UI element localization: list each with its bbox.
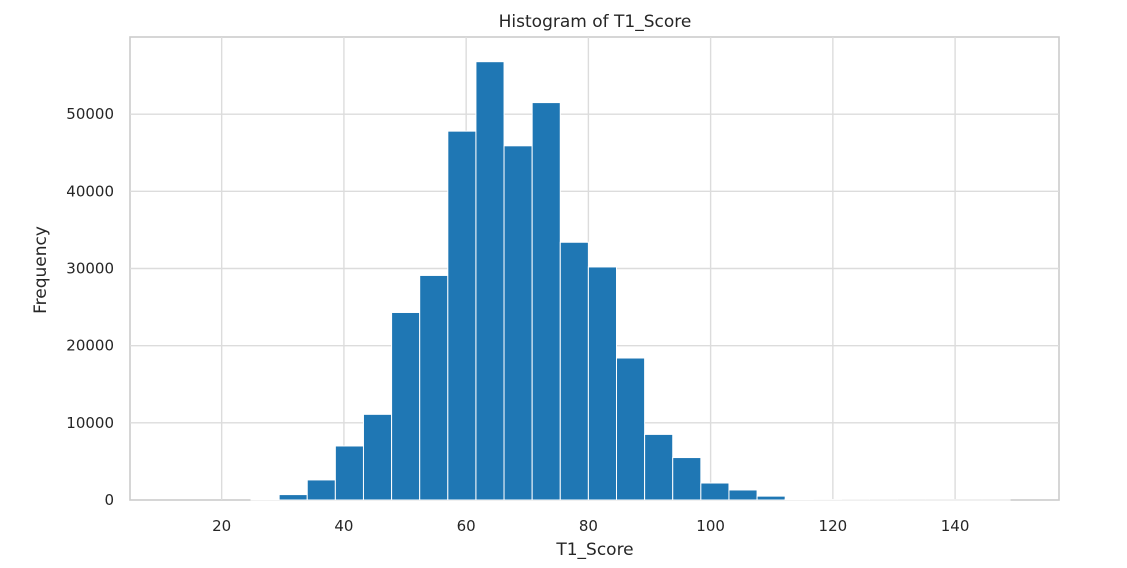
histogram-bar <box>334 445 364 501</box>
x-tick-label: 80 <box>579 517 598 535</box>
chart-title: Histogram of T1_Score <box>499 12 692 32</box>
histogram-bar <box>672 457 702 501</box>
y-tick-label: 40000 <box>66 182 114 200</box>
histogram-bar <box>362 413 393 501</box>
histogram-bar <box>503 145 533 501</box>
histogram-bar <box>475 61 505 501</box>
histogram-bar <box>531 102 561 501</box>
histogram-bar <box>278 494 308 501</box>
y-tick-label: 30000 <box>66 260 114 278</box>
x-axis-label: T1_Score <box>555 540 633 560</box>
x-tick-label: 140 <box>941 517 970 535</box>
x-tick-label: 20 <box>212 517 231 535</box>
histogram-bar <box>587 266 618 501</box>
x-tick-label: 40 <box>334 517 353 535</box>
histogram-bar <box>756 495 786 501</box>
histogram-bar <box>559 241 589 501</box>
histogram-bar <box>728 489 758 501</box>
histogram-bar <box>616 357 646 501</box>
histogram-bar <box>700 482 730 501</box>
x-tick-label: 120 <box>819 517 848 535</box>
histogram-bar <box>306 479 336 501</box>
histogram-bars <box>250 61 1011 501</box>
x-tick-labels: 20 40 60 80 100 120 140 <box>212 517 969 535</box>
x-tick-label: 100 <box>696 517 725 535</box>
y-tick-label: 50000 <box>66 105 114 123</box>
histogram-bar <box>250 498 280 501</box>
x-tick-label: 60 <box>457 517 476 535</box>
y-tick-label: 0 <box>104 491 114 509</box>
histogram-bar <box>447 130 477 501</box>
histogram-bar <box>644 433 674 501</box>
histogram-bar <box>391 311 421 501</box>
y-tick-label: 20000 <box>66 337 114 355</box>
y-tick-label: 10000 <box>66 414 114 432</box>
y-axis-label: Frequency <box>31 226 51 314</box>
histogram-bar <box>784 498 814 501</box>
histogram-bar <box>419 274 449 501</box>
y-tick-labels: 0 10000 20000 30000 40000 50000 <box>66 105 114 509</box>
